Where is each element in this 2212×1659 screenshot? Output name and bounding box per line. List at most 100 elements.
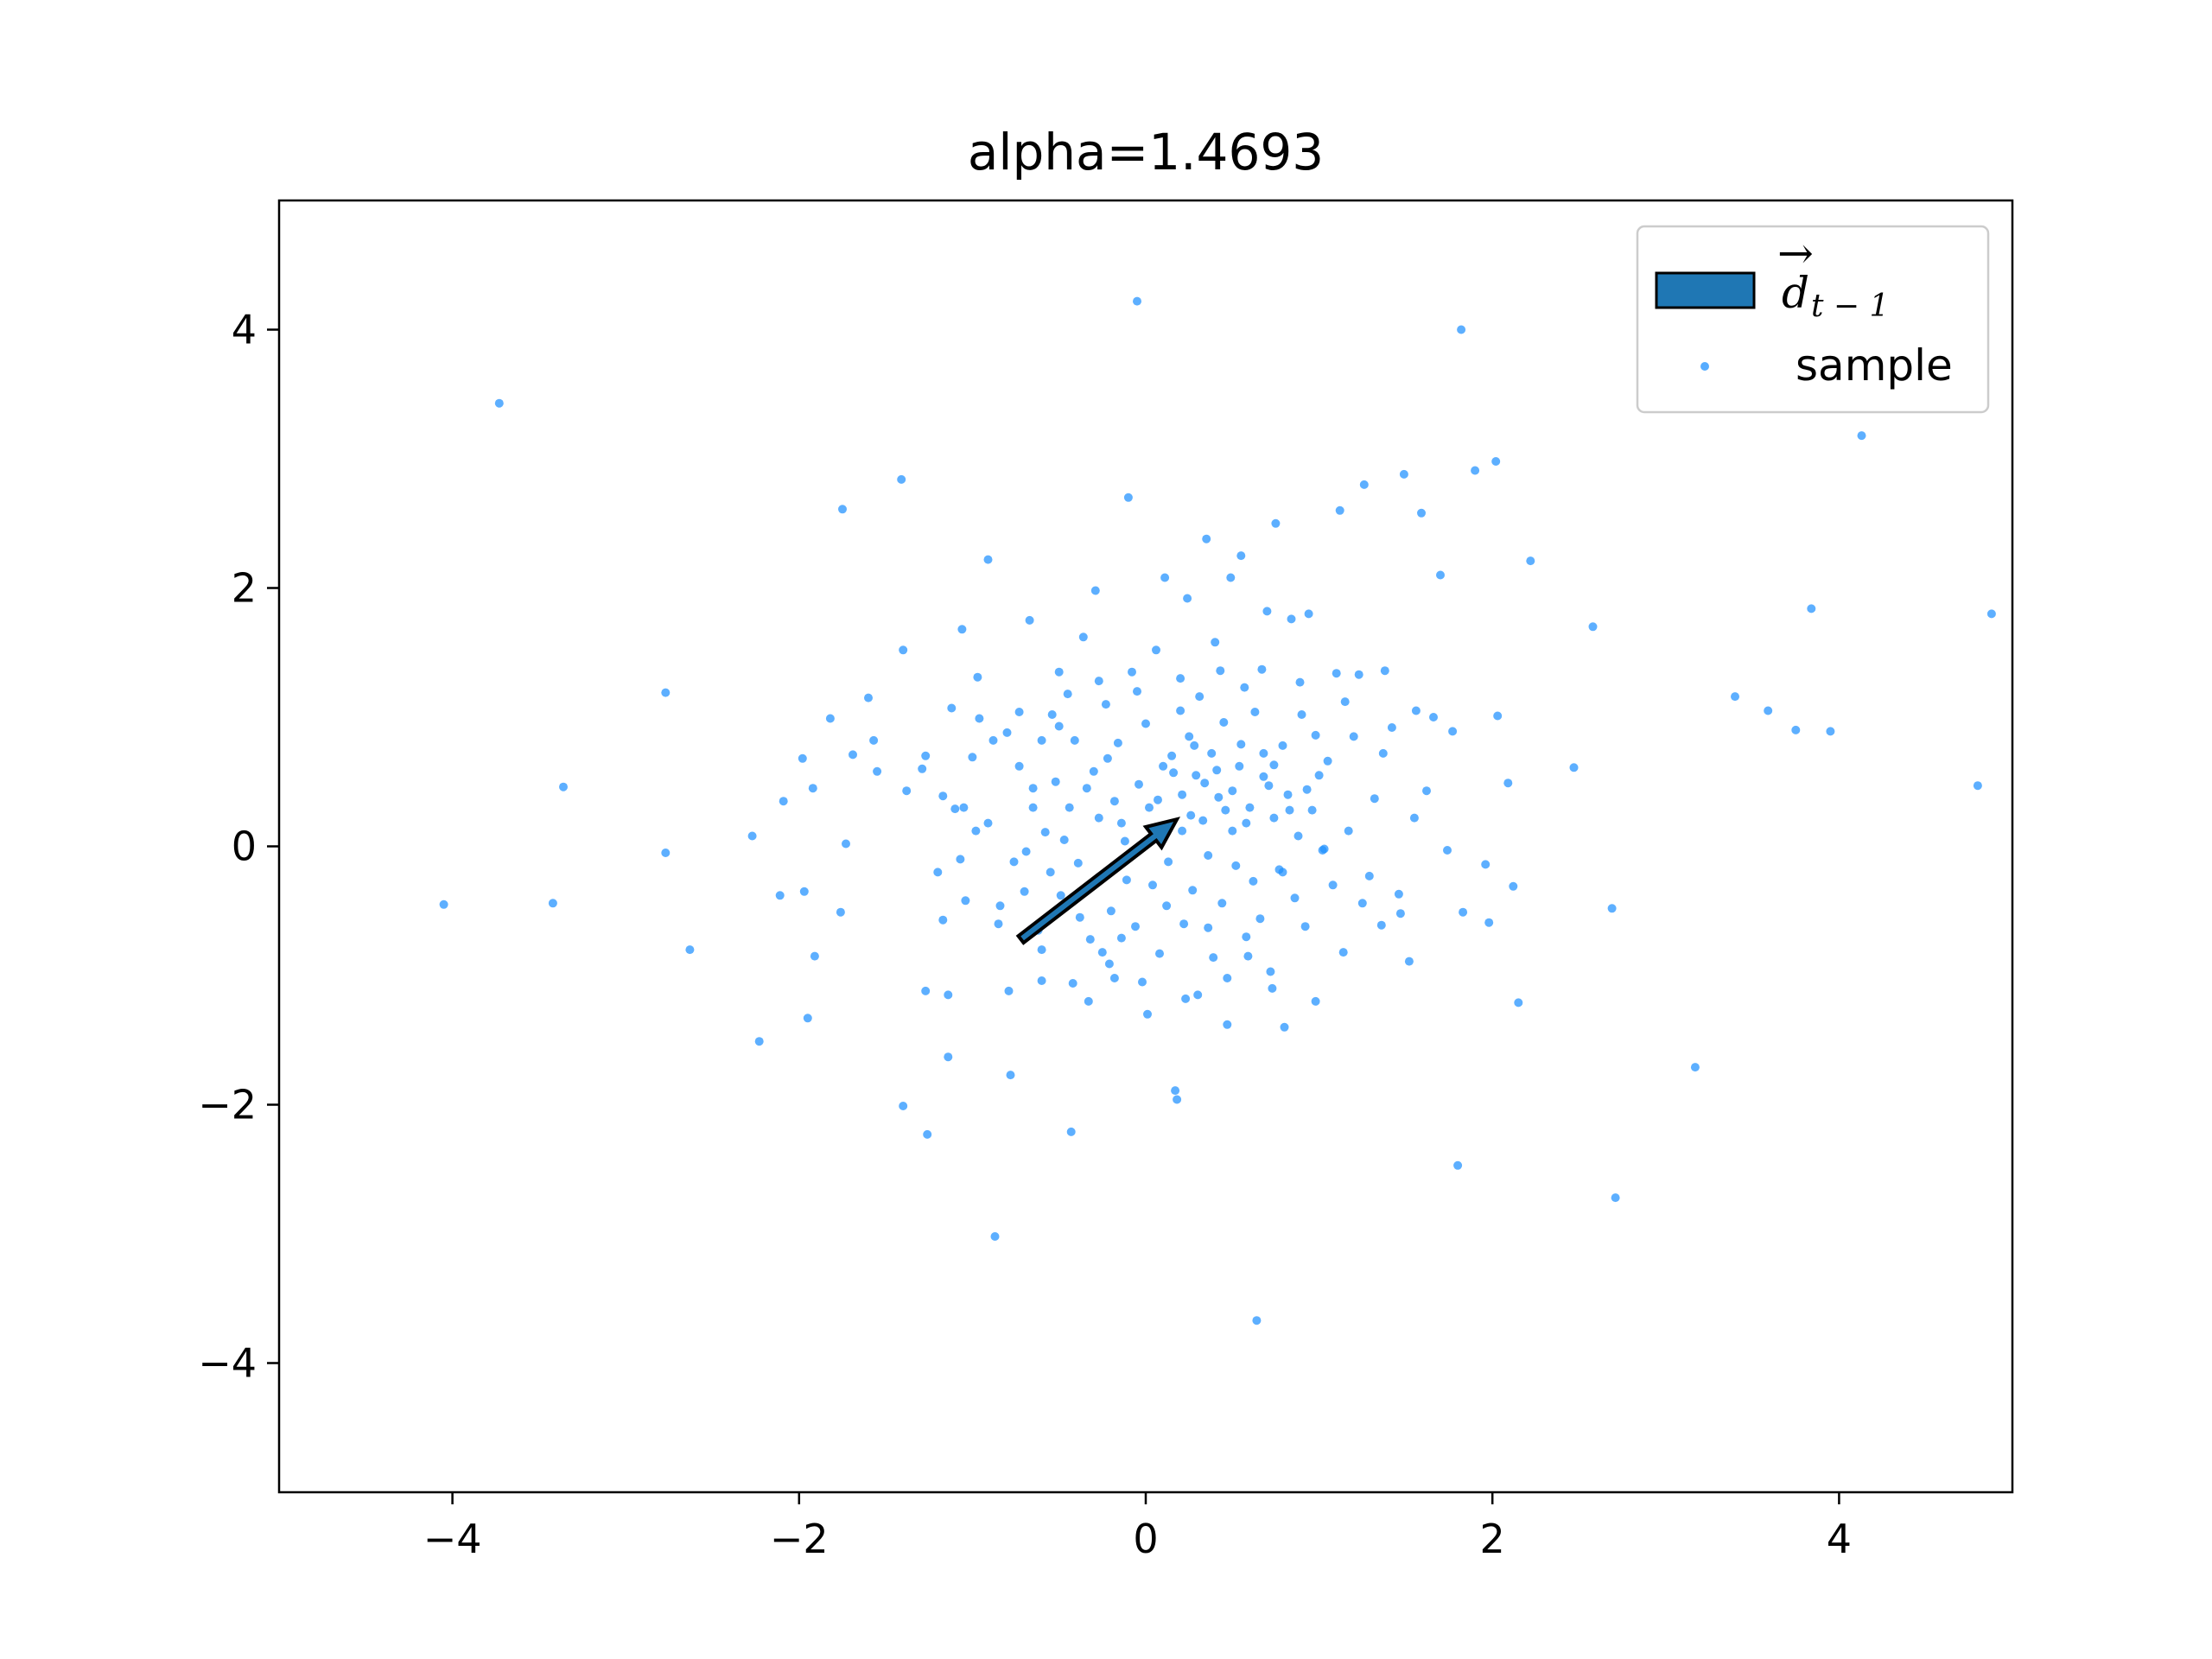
sample-point <box>1245 803 1255 812</box>
sample-point <box>1090 586 1100 595</box>
sample-point <box>1085 935 1095 944</box>
sample-point <box>1014 708 1024 716</box>
sample-point <box>1264 781 1274 791</box>
sample-point <box>1200 779 1210 788</box>
sample-point <box>1089 766 1098 776</box>
sample-point <box>1160 573 1170 582</box>
sample-point <box>1236 740 1246 749</box>
sample-point <box>825 714 835 723</box>
sample-point <box>1255 914 1265 924</box>
sample-point <box>1084 996 1093 1006</box>
sample-point <box>923 1129 932 1139</box>
y-tick-label: 0 <box>232 823 257 870</box>
sample-point <box>1354 670 1363 679</box>
sample-point <box>1791 725 1801 734</box>
sample-point <box>1294 831 1303 841</box>
sample-point <box>1051 777 1060 786</box>
sample-point <box>1104 959 1114 969</box>
sample-point <box>1009 857 1019 867</box>
sample-point <box>1240 683 1249 692</box>
sample-point <box>1106 906 1116 916</box>
sample-point <box>990 1232 1000 1241</box>
sample-point <box>1314 771 1324 780</box>
y-tick-label: −4 <box>198 1340 257 1387</box>
sample-point <box>1037 735 1046 745</box>
legend-sample-marker <box>1700 362 1709 371</box>
sample-point <box>938 791 948 801</box>
sample-point <box>957 625 967 634</box>
sample-point <box>1262 607 1272 616</box>
sample-point <box>1207 748 1217 758</box>
legend: → d t − 1 sample <box>1636 225 1990 414</box>
sample-point <box>1082 784 1091 793</box>
sample-point <box>1338 948 1348 957</box>
sample-point <box>961 896 970 906</box>
sample-point <box>983 818 993 828</box>
direction-arrow-layer <box>1015 817 1181 945</box>
sample-point <box>1056 891 1065 900</box>
sample-point <box>1054 667 1064 677</box>
sample-point <box>1503 779 1513 788</box>
sample-point <box>1335 505 1344 515</box>
sample-point <box>1063 690 1072 699</box>
sample-point <box>838 505 847 514</box>
sample-point <box>1611 1193 1620 1203</box>
sample-point <box>1443 846 1452 855</box>
sample-point <box>439 899 448 909</box>
sample-point <box>1973 781 1982 791</box>
sample-point <box>1394 889 1403 899</box>
sample-point <box>1002 728 1012 737</box>
sample-point <box>1526 556 1535 566</box>
sample-point <box>1214 792 1224 802</box>
sample-point <box>899 1102 908 1110</box>
sample-point <box>1453 1160 1463 1170</box>
legend-label-direction-subscript: t − 1 <box>1811 289 1889 324</box>
sample-point <box>1065 803 1074 812</box>
sample-point <box>1148 880 1157 890</box>
sample-point <box>1429 713 1438 721</box>
sample-point <box>1047 710 1057 719</box>
sample-point <box>1481 860 1491 869</box>
sample-point <box>1195 692 1205 702</box>
sample-point <box>1236 551 1246 561</box>
sample-point <box>995 901 1005 911</box>
sample-point <box>1020 887 1029 896</box>
sample-point <box>968 753 977 762</box>
sample-point <box>810 951 819 961</box>
sample-point <box>559 782 568 791</box>
sample-point <box>1173 1095 1182 1104</box>
sample-point <box>1588 622 1598 632</box>
sample-point <box>1690 1063 1700 1072</box>
sample-point <box>1192 771 1201 780</box>
x-tick-label: 4 <box>1827 1516 1852 1562</box>
sample-point <box>1448 727 1458 736</box>
sample-point <box>1295 677 1305 687</box>
sample-point <box>1004 986 1014 995</box>
sample-point <box>1101 700 1110 709</box>
sample-point <box>1826 727 1835 736</box>
sample-point <box>1340 697 1350 707</box>
sample-point <box>1235 761 1244 771</box>
sample-point <box>947 703 957 713</box>
sample-point <box>1190 741 1199 750</box>
sample-point <box>1152 645 1160 655</box>
sample-point <box>1014 761 1024 771</box>
sample-point <box>661 688 671 697</box>
sample-point <box>1290 893 1300 903</box>
sample-point <box>1231 861 1241 870</box>
chart-title: alpha=1.4693 <box>968 123 1324 181</box>
sample-point <box>494 398 504 408</box>
sample-point <box>1219 718 1229 727</box>
sample-point <box>1278 741 1287 750</box>
sample-point <box>1198 816 1208 825</box>
sample-point <box>1154 795 1162 804</box>
legend-arrow-patch <box>1655 271 1756 309</box>
sample-point <box>1078 632 1088 642</box>
sample-point <box>1731 692 1739 702</box>
sample-point <box>1302 785 1312 794</box>
sample-point <box>1268 983 1277 993</box>
sample-point <box>1269 760 1279 770</box>
sample-point <box>1242 932 1251 942</box>
sample-point <box>975 714 984 723</box>
